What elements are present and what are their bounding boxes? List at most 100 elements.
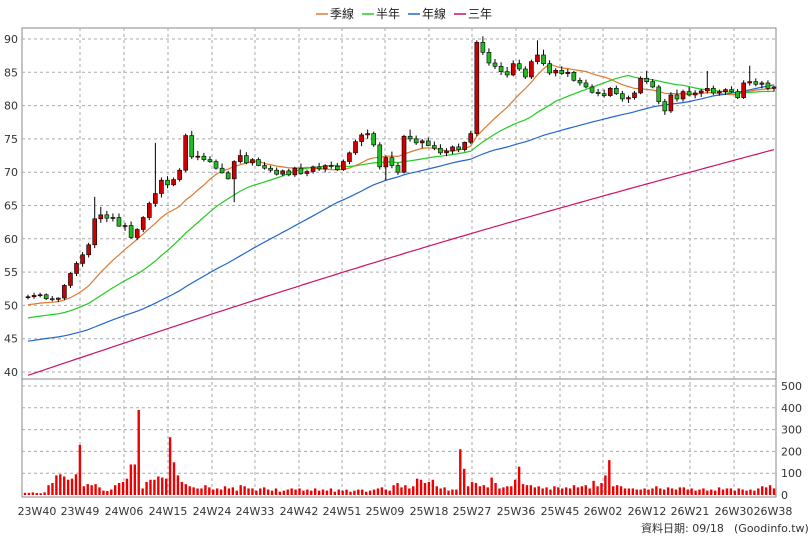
candle-body	[37, 294, 43, 297]
volume-bar	[427, 481, 431, 495]
volume-bar	[584, 485, 587, 495]
volume-bar	[439, 488, 442, 495]
candle-body	[644, 77, 649, 82]
volume-bar	[384, 489, 387, 495]
volume-bar	[63, 476, 66, 495]
volume-bar	[682, 487, 686, 495]
volume-bar	[553, 486, 556, 495]
volume-bar	[725, 488, 729, 495]
candle-body	[365, 133, 370, 136]
volume-bar	[98, 487, 101, 495]
volume-tick-label: 0	[781, 489, 788, 502]
time-tick-label: 25W18	[410, 505, 449, 518]
candle-body	[492, 62, 498, 67]
volume-bar	[651, 488, 654, 495]
price-tick-label: 90	[4, 33, 18, 46]
candle-body	[341, 161, 346, 170]
volume-bar	[506, 486, 509, 495]
candle-body	[765, 82, 771, 89]
moving-average-lines	[27, 63, 775, 376]
volume-bar	[690, 488, 693, 495]
time-tick-label: 25W09	[366, 505, 405, 518]
volume-bar	[133, 464, 137, 495]
candle-body	[523, 68, 528, 78]
candle-body	[704, 87, 710, 92]
volume-bar	[729, 488, 733, 495]
price-tick-label: 45	[4, 333, 18, 346]
volume-bar	[368, 490, 372, 495]
time-tick-label: 26W02	[584, 505, 623, 518]
volume-bar	[212, 489, 215, 495]
candle-body	[274, 169, 279, 175]
volume-bar	[710, 489, 713, 495]
volume-bar	[717, 487, 721, 495]
volume-bar	[302, 490, 305, 495]
volume-bar	[223, 486, 227, 495]
candle-body	[450, 146, 455, 152]
volume-bar	[608, 460, 611, 495]
candle-body	[674, 94, 680, 100]
volume-bar	[419, 479, 423, 495]
candle-body	[474, 42, 480, 134]
volume-bar	[176, 475, 180, 495]
volume-bar	[678, 487, 682, 495]
volume-bar	[537, 486, 540, 495]
candle-body	[183, 135, 188, 171]
volume-bar	[392, 485, 395, 495]
candle-body	[438, 147, 443, 154]
candle-body	[729, 89, 734, 92]
candle-body	[292, 167, 298, 176]
candle-body	[353, 141, 358, 154]
volume-bar	[325, 490, 329, 495]
legend-label: 年線	[422, 6, 446, 21]
ma-quarter-line	[27, 63, 775, 306]
candle-body	[147, 203, 152, 218]
candle-body	[244, 155, 249, 164]
time-axis: 23W40 23W49 24W06 24W15 24W24 24W33 24W42 24W51…	[18, 505, 793, 518]
volume-bar	[129, 464, 133, 495]
volume-tick-label: 400	[781, 402, 802, 415]
volume-bar	[643, 488, 646, 495]
volume-bar	[412, 486, 415, 495]
time-tick-label: 24W06	[105, 505, 144, 518]
volume-bar	[498, 488, 501, 495]
candle-body	[177, 169, 182, 180]
volume-bar	[74, 474, 78, 495]
volume-bar	[474, 483, 478, 495]
volume-bar	[117, 483, 121, 495]
volume-bar	[357, 489, 360, 495]
volume-bar	[478, 486, 482, 495]
candle-body	[425, 140, 431, 146]
ma-year-line	[27, 84, 775, 342]
volume-bar	[525, 485, 529, 495]
volume-bar	[612, 486, 615, 495]
legend-label: 三年	[468, 7, 492, 21]
volume-bar	[557, 487, 560, 495]
price-axis: 40 45 50 55 60 65 70 75 80 85 90	[4, 33, 18, 379]
volume-bar	[372, 489, 376, 495]
volume-bar	[396, 483, 399, 495]
volume-bar	[102, 490, 105, 495]
volume-bar	[647, 489, 650, 495]
candle-body	[201, 155, 207, 160]
candle-body	[213, 161, 219, 169]
candle-body	[171, 179, 176, 186]
volume-bar	[227, 488, 231, 495]
candle-body	[595, 91, 601, 94]
candle-body	[583, 82, 589, 88]
volume-bar	[564, 487, 568, 495]
volume-bar	[408, 488, 411, 495]
candle-body	[280, 170, 286, 175]
volume-bar	[263, 487, 266, 495]
volume-bar	[580, 486, 584, 495]
volume-bar	[698, 489, 701, 495]
candle-body	[310, 166, 316, 172]
volume-bar	[278, 491, 282, 495]
volume-bar	[282, 490, 286, 495]
candle-body	[711, 87, 716, 94]
volume-bar	[753, 490, 756, 495]
volume-bar	[655, 486, 658, 495]
volume-bar	[600, 483, 603, 495]
volume-bar	[219, 489, 223, 495]
volume-bar	[43, 492, 46, 495]
